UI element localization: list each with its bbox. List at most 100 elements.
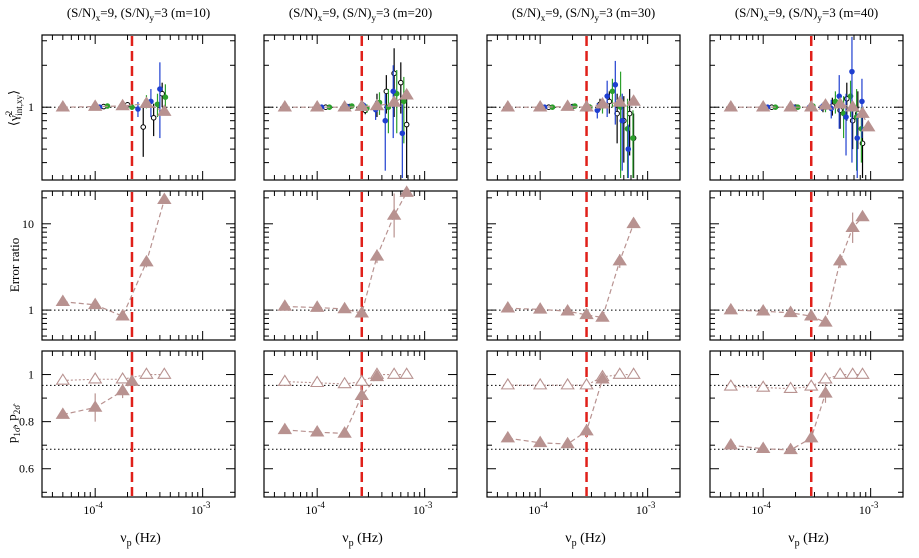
ylabel-subscript-2sigma: 2σ̂ bbox=[12, 403, 22, 414]
axes-frame bbox=[709, 350, 904, 498]
p1sigma-marker bbox=[723, 437, 739, 450]
x-tick-label-base: 10 bbox=[859, 503, 871, 517]
model-marker bbox=[612, 253, 627, 266]
p1sigma-marker bbox=[804, 430, 819, 443]
x-tick-label: 10-3 bbox=[636, 500, 656, 517]
model-marker bbox=[500, 99, 516, 112]
axes-frame bbox=[709, 190, 904, 341]
data-point bbox=[836, 93, 843, 99]
ylabel-gamma: γ̂ bbox=[6, 112, 21, 122]
model-marker bbox=[612, 95, 627, 107]
title-middle: =9, (S/N) bbox=[545, 5, 594, 20]
x-tick-label-base: 10 bbox=[528, 503, 540, 517]
axes-frame bbox=[41, 350, 236, 498]
p1sigma-marker bbox=[124, 374, 140, 386]
data-point bbox=[630, 135, 636, 141]
model-marker bbox=[139, 254, 154, 267]
x-axis-label: νp (Hz) bbox=[788, 531, 829, 549]
model-marker bbox=[845, 99, 860, 112]
model-marker bbox=[309, 99, 325, 112]
p2sigma-marker bbox=[55, 373, 71, 385]
title-tail: =3 (m=20) bbox=[376, 5, 432, 20]
model-marker bbox=[579, 99, 594, 112]
p1sigma-marker bbox=[532, 435, 548, 448]
p1sigma-marker bbox=[560, 436, 575, 449]
y-tick-label: 1 bbox=[28, 100, 34, 114]
title-subscript-x: x bbox=[318, 13, 323, 23]
title-subscript-y: y bbox=[817, 13, 822, 23]
ylabel-bracket-right: ⟩ bbox=[6, 90, 21, 95]
model-marker bbox=[855, 209, 870, 222]
model-marker bbox=[861, 119, 876, 132]
model-marker bbox=[337, 301, 352, 314]
xlabel-tail: (Hz) bbox=[577, 531, 606, 546]
panel-error-ratio bbox=[486, 190, 681, 341]
x-tick-label-exponent: -3 bbox=[425, 500, 433, 510]
model-marker bbox=[386, 95, 402, 107]
data-point bbox=[854, 135, 861, 141]
p2sigma-marker bbox=[386, 367, 402, 379]
model-marker bbox=[579, 307, 594, 320]
xlabel-tail: (Hz) bbox=[354, 531, 383, 546]
model-line bbox=[507, 223, 635, 319]
title-base: (S/N) bbox=[735, 5, 764, 20]
model-marker bbox=[855, 106, 870, 118]
model-marker bbox=[560, 99, 575, 111]
p2sigma-marker bbox=[87, 372, 103, 384]
data-point bbox=[140, 124, 147, 130]
data-point bbox=[624, 125, 631, 132]
p1sigma-marker bbox=[87, 400, 103, 412]
y-tick-label: 1 bbox=[28, 303, 34, 317]
model-line bbox=[284, 192, 408, 314]
axes-frame bbox=[486, 190, 681, 341]
x-tick-label-base: 10 bbox=[191, 503, 203, 517]
column-title: (S/N)x=9, (S/N)y=3 (m=40) bbox=[735, 5, 878, 23]
data-point bbox=[129, 104, 135, 110]
ylabel-subscript: int,xy bbox=[14, 95, 24, 116]
p2sigma-marker bbox=[832, 367, 848, 379]
model-marker bbox=[369, 249, 385, 261]
series-model bbox=[55, 96, 172, 116]
p1sigma-marker bbox=[277, 422, 293, 435]
data-point bbox=[594, 107, 601, 114]
model-marker bbox=[55, 294, 71, 306]
axes-frame bbox=[263, 190, 458, 341]
panel-error-ratio: 1 10 bbox=[22, 190, 236, 341]
model-marker bbox=[832, 97, 848, 109]
data-point bbox=[859, 98, 865, 105]
series-black bbox=[322, 48, 410, 179]
x-tick-label-exponent: -3 bbox=[648, 500, 656, 510]
x-tick-label-base: 10 bbox=[751, 503, 763, 517]
p2sigma-marker bbox=[612, 367, 627, 379]
p2sigma-marker bbox=[855, 367, 870, 379]
y-tick-label: 0.6 bbox=[19, 462, 34, 476]
column-title: (S/N)x=9, (S/N)y=3 (m=30) bbox=[512, 5, 655, 23]
model-marker bbox=[354, 99, 369, 111]
series-model bbox=[277, 87, 414, 112]
y-tick-label: 0.8 bbox=[19, 415, 34, 429]
x-axis-label: νp (Hz) bbox=[120, 531, 161, 549]
xlabel-base: ν bbox=[565, 531, 571, 546]
data-point bbox=[401, 98, 407, 105]
model-marker bbox=[595, 310, 610, 322]
data-point bbox=[399, 130, 406, 137]
x-tick-label: 10-4 bbox=[751, 500, 771, 517]
title-base: (S/N) bbox=[289, 5, 318, 20]
model-marker bbox=[595, 97, 610, 109]
p2sigma-marker bbox=[818, 372, 833, 384]
p2sigma-marker bbox=[157, 367, 172, 379]
p2sigma-marker bbox=[755, 380, 771, 392]
data-point bbox=[572, 103, 578, 109]
model-marker bbox=[87, 99, 103, 111]
column-title: (S/N)x=9, (S/N)y=3 (m=10) bbox=[67, 5, 210, 23]
data-point bbox=[398, 79, 404, 86]
x-tick-label-exponent: -4 bbox=[95, 500, 103, 510]
model-marker bbox=[386, 208, 402, 220]
x-tick-label: 10-4 bbox=[528, 500, 548, 517]
p1sigma-marker bbox=[783, 442, 798, 455]
data-point bbox=[604, 93, 610, 99]
p2sigma-marker bbox=[500, 377, 516, 390]
data-point bbox=[625, 146, 632, 152]
p2sigma-marker bbox=[277, 374, 293, 386]
p1sigma-marker bbox=[755, 441, 771, 453]
